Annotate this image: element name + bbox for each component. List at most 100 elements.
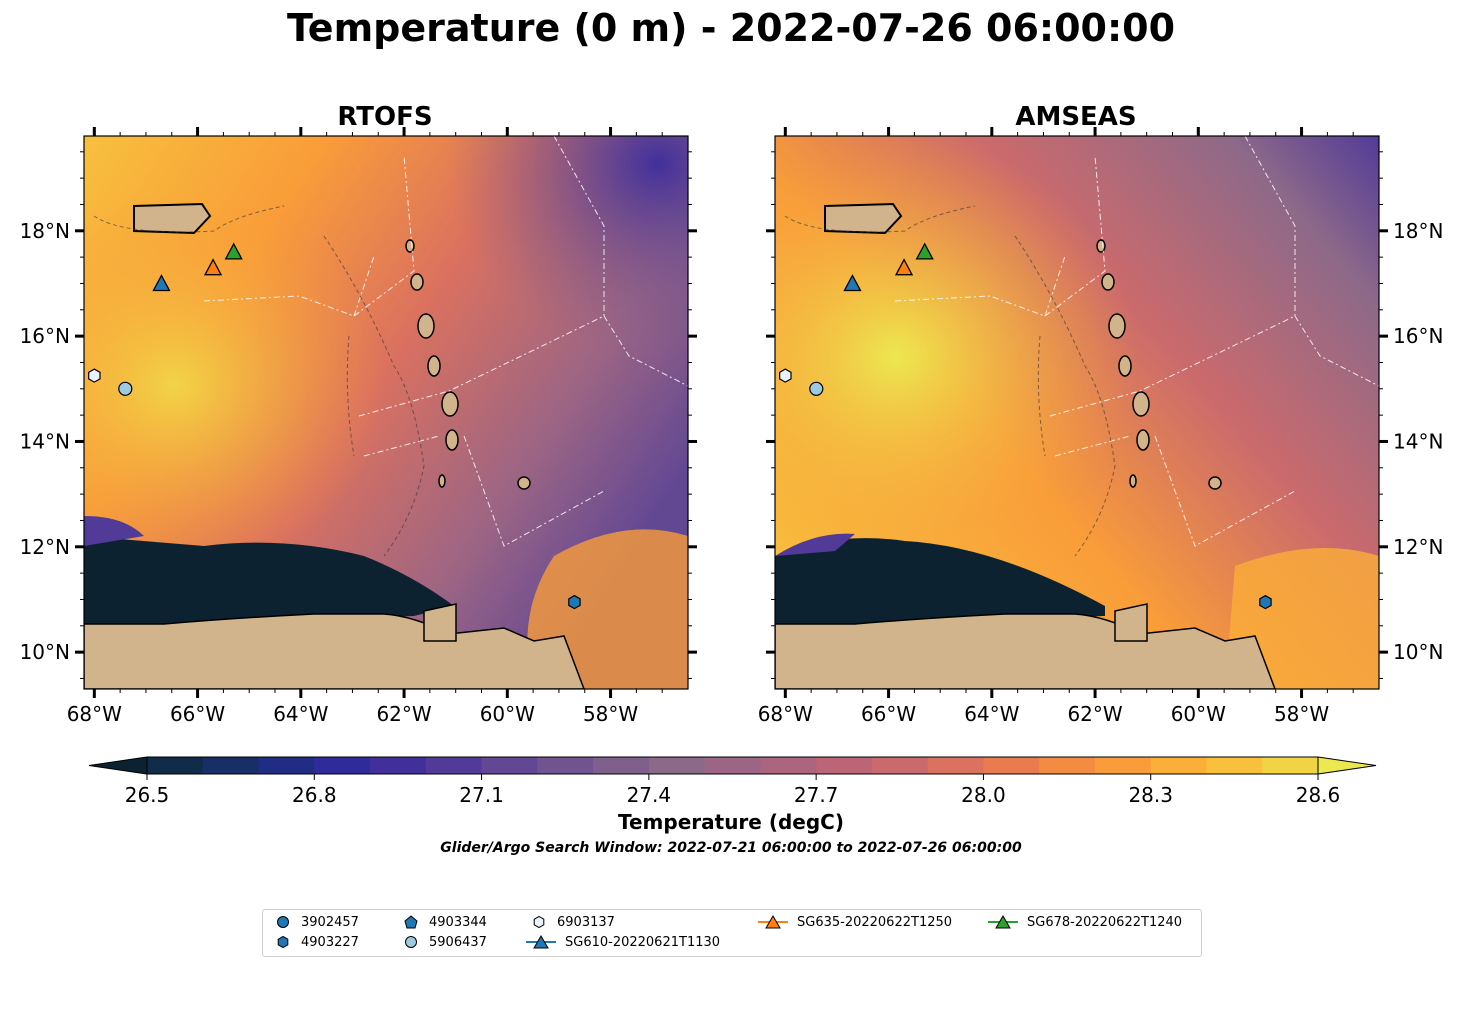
- sst-warm-patch: [1225, 548, 1379, 689]
- colorbar-segment: [314, 757, 371, 774]
- figure-title: Temperature (0 m) - 2022-07-26 06:00:00: [286, 6, 1176, 50]
- glider-marker: [224, 242, 243, 260]
- map-amseas: [775, 136, 1379, 689]
- search-window-note: Glider/Argo Search Window: 2022-07-21 06…: [440, 840, 1022, 856]
- depth-contours: [784, 205, 1116, 557]
- eez-boundaries: [894, 136, 1379, 547]
- colorbar-segment: [1094, 757, 1152, 774]
- glider-marker: [203, 258, 223, 276]
- glider-marker: [152, 274, 171, 292]
- panel-title-rtofs: RTOFS: [337, 102, 433, 132]
- map-rtofs: [84, 136, 688, 689]
- panel-title-amseas: AMSEAS: [1015, 102, 1137, 132]
- colorbar-segment: [1039, 757, 1096, 774]
- south-america-land: [84, 613, 585, 689]
- legend-marker-icon: [405, 936, 417, 948]
- colorbar-segment: [1150, 757, 1207, 774]
- legend-item: 3902457: [273, 914, 359, 930]
- argo-marker: [1259, 594, 1272, 610]
- map-frame: [83, 135, 689, 690]
- trinidad-island: [423, 603, 457, 642]
- colorbar-segment: [871, 757, 929, 774]
- argo-marker: [568, 594, 581, 610]
- legend-marker-icon: [277, 916, 289, 928]
- trinidad-island: [1114, 603, 1148, 642]
- colorbar-segment: [425, 757, 483, 774]
- colorbar-segment: [648, 757, 706, 774]
- glider-marker: [915, 242, 934, 260]
- cold-water-band: [84, 536, 454, 626]
- colorbar-segment: [147, 757, 204, 774]
- lon-tick-label: 58°W: [1274, 702, 1329, 726]
- colorbar-segment: [370, 757, 427, 774]
- cold-water-edge: [775, 533, 855, 556]
- lon-tick-label: 60°W: [1171, 702, 1226, 726]
- lat-tick-label: 12°N: [20, 535, 70, 559]
- argo-marker: [118, 381, 133, 396]
- legend-label: SG635-20220622T1250: [797, 914, 953, 930]
- depth-contours: [93, 205, 425, 557]
- lon-tick-label: 68°W: [758, 702, 813, 726]
- legend-item: 6903137: [529, 914, 615, 930]
- legend-marker-icon: [988, 915, 1018, 929]
- colorbar-segment: [983, 757, 1040, 774]
- argo-marker: [809, 381, 824, 396]
- glider-marker: [843, 274, 862, 292]
- colorbar-segment: [1206, 757, 1263, 774]
- legend: 3902457 4903227 4903344 5906437 6903137 SG610…: [262, 909, 1202, 957]
- eez-boundaries: [203, 136, 688, 547]
- lat-tick-label: 18°N: [1393, 219, 1443, 243]
- map-frame: [774, 135, 1380, 690]
- colorbar-segment: [1262, 757, 1319, 774]
- lesser-antilles-islands: [1096, 239, 1222, 490]
- legend-item: SG610-20220621T1130: [525, 934, 720, 950]
- cold-water-band: [775, 538, 1105, 626]
- lesser-antilles-islands: [405, 239, 531, 490]
- puerto-rico-island: [824, 202, 903, 235]
- colorbar-tick-label: 26.8: [292, 783, 337, 807]
- lon-tick-label: 62°W: [1067, 702, 1122, 726]
- legend-marker-icon: [526, 935, 556, 949]
- colorbar-segment: [537, 757, 594, 774]
- colorbar-segment: [593, 757, 650, 774]
- legend-label: SG610-20220621T1130: [565, 934, 721, 950]
- legend-item: SG635-20220622T1250: [757, 914, 952, 930]
- colorbar-segment: [704, 757, 761, 774]
- lon-tick-label: 60°W: [480, 702, 535, 726]
- legend-label: SG678-20220622T1240: [1027, 914, 1183, 930]
- colorbar-segment: [816, 757, 873, 774]
- legend-marker-icon: [404, 915, 418, 929]
- puerto-rico-island: [133, 202, 212, 235]
- colorbar-extend-max: [1317, 756, 1377, 775]
- legend-marker-icon: [277, 935, 289, 949]
- lon-tick-label: 66°W: [170, 702, 225, 726]
- legend-item: SG678-20220622T1240: [987, 914, 1182, 930]
- legend-marker-icon: [758, 915, 788, 929]
- legend-label: 3902457: [301, 914, 359, 930]
- colorbar-segment: [927, 757, 984, 774]
- colorbar-segment: [760, 757, 817, 774]
- legend-item: 4903344: [401, 914, 487, 930]
- colorbar-tick-label: 27.1: [459, 783, 504, 807]
- colorbar-label: Temperature (degC): [618, 810, 844, 834]
- lon-tick-label: 66°W: [861, 702, 916, 726]
- legend-item: 5906437: [401, 934, 487, 950]
- colorbar-tick-label: 27.7: [794, 783, 839, 807]
- argo-marker: [779, 368, 792, 383]
- lat-tick-label: 16°N: [20, 324, 70, 348]
- lon-tick-label: 58°W: [583, 702, 638, 726]
- cold-water-edge: [84, 516, 144, 546]
- colorbar-extend-min: [88, 756, 148, 775]
- legend-label: 4903344: [429, 914, 487, 930]
- legend-label: 4903227: [301, 934, 359, 950]
- colorbar-tick-label: 28.6: [1296, 783, 1341, 807]
- colorbar-tick-label: 28.0: [961, 783, 1006, 807]
- lon-tick-label: 62°W: [376, 702, 431, 726]
- colorbar-tick-label: 28.3: [1128, 783, 1173, 807]
- lat-tick-label: 16°N: [1393, 324, 1443, 348]
- lat-tick-label: 14°N: [1393, 429, 1443, 453]
- lat-tick-label: 10°N: [1393, 640, 1443, 664]
- lat-tick-label: 10°N: [20, 640, 70, 664]
- south-america-land: [775, 613, 1276, 689]
